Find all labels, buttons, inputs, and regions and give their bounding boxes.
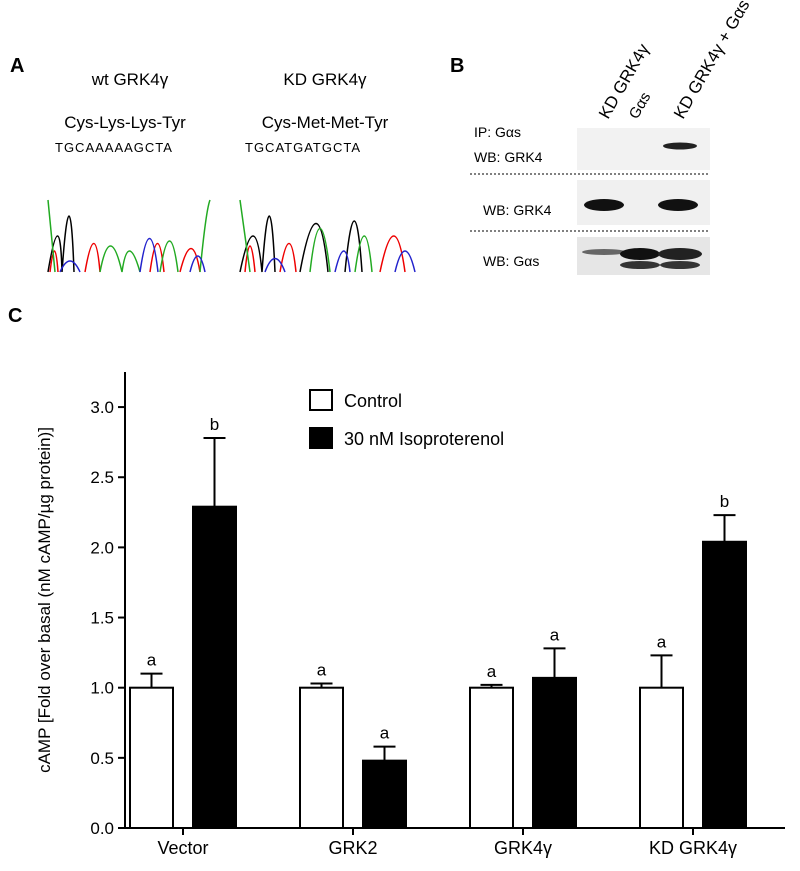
row-label: IP: Gαs [474, 124, 521, 140]
significance-label: a [380, 724, 390, 743]
bar [299, 686, 344, 830]
error-bar [310, 682, 333, 688]
error-bar [373, 745, 396, 761]
significance-label: a [487, 662, 497, 681]
y-tick-label: 2.0 [90, 538, 114, 557]
bar [532, 676, 577, 830]
legend-swatch [309, 389, 333, 411]
legend-label: Control [344, 391, 402, 411]
x-tick-label: GRK4γ [494, 838, 552, 858]
bar [702, 540, 747, 829]
significance-label: a [147, 651, 157, 670]
panel-label: C [8, 305, 22, 327]
panel-label: A [10, 55, 24, 77]
significance-label: b [720, 492, 729, 511]
significance-label: a [657, 632, 667, 651]
dna-sequence: TGCATGATGCTA [245, 140, 361, 155]
y-axis-label: cAMP [Fold over basal (nM cAMP/µg protei… [35, 427, 54, 773]
construct-name: KD GRK4γ [283, 70, 367, 89]
bar [469, 686, 514, 830]
error-bar [203, 436, 226, 507]
legend-label: 30 nM Isoproterenol [344, 429, 504, 449]
x-tick-label: KD GRK4γ [649, 838, 737, 858]
y-tick-label: 0.0 [90, 819, 114, 838]
bar [639, 686, 684, 830]
error-bar [480, 683, 503, 688]
significance-label: b [210, 415, 219, 434]
x-tick-label: GRK2 [328, 838, 377, 858]
y-tick-label: 3.0 [90, 398, 114, 417]
row-label: WB: GRK4 [474, 149, 543, 165]
protein-sequence: Cys-Met-Met-Tyr [262, 113, 389, 132]
error-bar [543, 647, 566, 678]
row-label: WB: Gαs [483, 253, 539, 269]
error-bar [713, 514, 736, 542]
bar [129, 686, 174, 830]
lane-label: Gαs [626, 89, 655, 122]
legend-swatch [309, 427, 333, 449]
blot [470, 128, 710, 275]
protein-sequence: Cys-Lys-Lys-Tyr [64, 113, 186, 132]
y-tick-label: 2.5 [90, 468, 114, 487]
panel-label: B [450, 55, 464, 77]
construct-name: wt GRK4γ [91, 70, 169, 89]
dna-sequence: TGCAAAAAGCTA [55, 140, 173, 155]
plot: 0.0 0.5 1.0 1.5 2.0 2.5 3.0 Vector a b GRK2 a a GRK4γ… [90, 372, 785, 858]
x-tick-label: Vector [157, 838, 208, 858]
y-tick-label: 1.0 [90, 679, 114, 698]
lane-label: KD GRK4γ + Gαs [670, 0, 753, 122]
chromatogram [47, 199, 416, 273]
y-tick-label: 1.5 [90, 609, 114, 628]
significance-label: a [317, 660, 327, 679]
error-bar [140, 672, 163, 688]
bar [362, 759, 407, 829]
row-label: WB: GRK4 [483, 202, 552, 218]
bar [192, 505, 237, 829]
significance-label: a [550, 625, 560, 644]
y-tick-label: 0.5 [90, 749, 114, 768]
error-bar [650, 654, 673, 688]
